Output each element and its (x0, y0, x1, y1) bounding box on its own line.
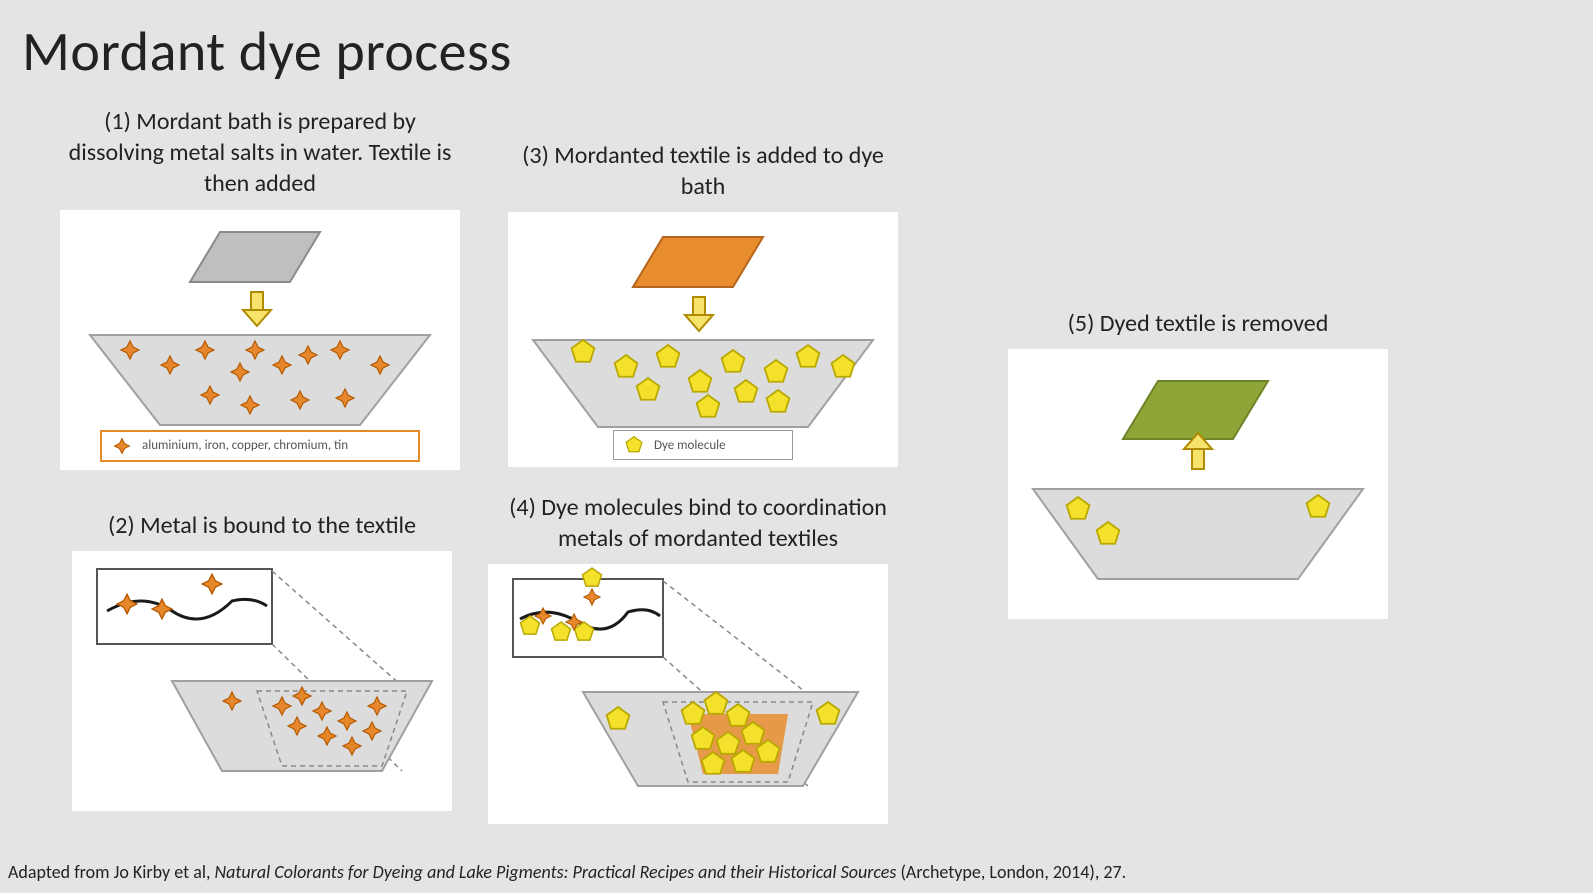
panel-step-4: (4) Dye molecules bind to coordination m… (488, 492, 908, 824)
textile-orange-icon (633, 237, 763, 287)
caption-step-5: (5) Dyed textile is removed (1008, 308, 1388, 339)
legend-text: Dye molecule (654, 438, 726, 453)
dye-molecule-icon (624, 435, 644, 455)
projection-line (272, 571, 402, 686)
illustration-step-5 (1008, 349, 1388, 619)
citation-suffix: (Archetype, London, 2014), 27. (896, 861, 1126, 883)
panel-step-5: (5) Dyed textile is removed (1008, 308, 1388, 619)
citation-prefix: Adapted from Jo Kirby et al, (8, 861, 215, 883)
legend-step-3: Dye molecule (613, 430, 793, 460)
textile-gray-icon (190, 232, 320, 282)
metal-ion-icon (112, 436, 132, 456)
legend-step-1: aluminium, iron, copper, chromium, tin (100, 430, 420, 462)
illustration-step-4 (488, 564, 888, 824)
citation-italic: Natural Colorants for Dyeing and Lake Pi… (215, 861, 897, 883)
illustration-step-2 (72, 551, 452, 811)
caption-step-1: (1) Mordant bath is prepared by dissolvi… (60, 106, 460, 200)
illustration-step-1: aluminium, iron, copper, chromium, tin (60, 210, 460, 470)
illustration-step-3: Dye molecule (508, 212, 898, 467)
inset-box (513, 579, 663, 657)
panel-step-3: (3) Mordanted textile is added to dye ba… (508, 140, 898, 467)
textile-olive-icon (1123, 381, 1268, 439)
arrow-down-icon (243, 292, 271, 326)
arrow-down-icon (685, 297, 713, 331)
caption-step-3: (3) Mordanted textile is added to dye ba… (508, 140, 898, 202)
caption-step-4: (4) Dye molecules bind to coordination m… (488, 492, 908, 554)
page-title: Mordant dye process (22, 18, 512, 86)
legend-text: aluminium, iron, copper, chromium, tin (142, 438, 348, 453)
caption-step-2: (2) Metal is bound to the textile (72, 510, 452, 541)
panel-step-1: (1) Mordant bath is prepared by dissolvi… (60, 106, 460, 470)
citation-text: Adapted from Jo Kirby et al, Natural Col… (8, 861, 1126, 883)
panel-step-2: (2) Metal is bound to the textile (72, 510, 452, 811)
